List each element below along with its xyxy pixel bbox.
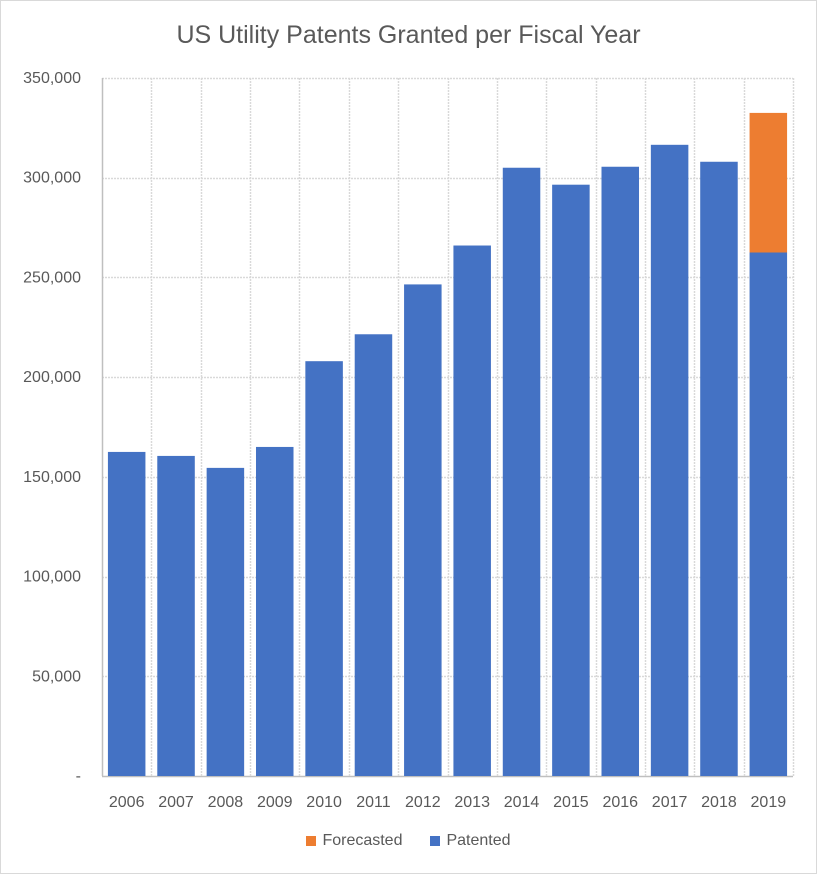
x-tick-label: 2008 [208,794,244,811]
legend-label-forecasted: Forecasted [322,832,403,849]
x-axis-ticks: 2006 2007 2008 2009 2010 2011 2012 2013 2014 2015… [109,794,786,811]
bar-patented-2016 [601,166,640,776]
gridlines [101,77,795,778]
legend-swatch-forecasted [306,836,317,846]
y-tick-label: 100,000 [23,569,81,586]
x-tick-label: 2010 [306,794,342,811]
y-tick-label: 300,000 [23,170,81,187]
bar-patented-2009 [255,446,294,776]
legend-label-patented: Patented [446,832,511,849]
bar-patented-2019 [749,252,788,776]
x-tick-label: 2014 [504,794,540,811]
bar-patented-2017 [650,144,689,776]
y-tick-label: - [76,768,81,785]
legend: Forecasted Patented [0,832,817,850]
x-tick-label: 2011 [356,794,391,811]
bar-patented-2006 [107,451,146,776]
x-tick-label: 2006 [109,794,145,811]
x-tick-label: 2009 [257,794,293,811]
legend-item-patented: Patented [430,832,511,850]
y-tick-label: 250,000 [23,269,81,286]
x-tick-label: 2013 [454,794,490,811]
y-tick-label: 50,000 [32,668,81,685]
legend-swatch-patented [430,836,441,846]
bar-patented-2015 [552,184,590,777]
x-tick-label: 2007 [158,794,194,811]
bar-patented-2007 [157,455,195,776]
x-tick-label: 2018 [701,794,737,811]
x-tick-label: 2012 [405,794,441,811]
y-axis-ticks: - 50,000 100,000 150,000 200,000 250,000 300,0… [23,70,81,785]
x-tick-label: 2016 [602,794,638,811]
y-tick-label: 150,000 [23,469,81,486]
x-tick-label: 2019 [751,794,787,811]
y-tick-label: 350,000 [23,70,81,87]
x-tick-label: 2015 [553,794,589,811]
bar-patented-2018 [700,161,738,776]
bar-patented-2014 [502,167,541,776]
bar-forecasted-2019 [749,112,788,253]
bar-patented-2012 [404,284,442,776]
bars [107,112,788,777]
chart-title: US Utility Patents Granted per Fiscal Ye… [176,21,641,49]
y-tick-label: 200,000 [23,369,81,386]
bar-patented-2011 [354,334,393,776]
legend-item-forecasted: Forecasted [306,832,402,850]
bar-patented-2013 [453,245,491,776]
x-tick-label: 2017 [652,794,688,811]
bar-patented-2010 [305,361,343,776]
bar-patented-2008 [206,467,245,776]
